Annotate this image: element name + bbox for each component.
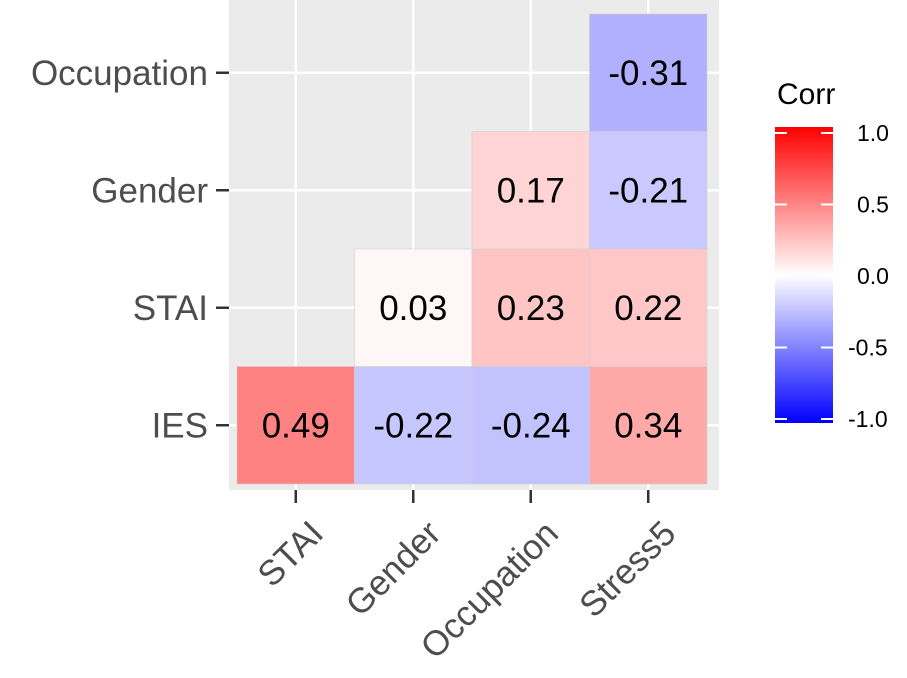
legend: Corr 1.0 0.5 0.0 -0.5 -1.0: [775, 78, 889, 432]
y-tick-label: Occupation: [31, 54, 208, 93]
x-tick-label: STAI: [250, 514, 331, 595]
heatmap-cell-stai-occupation: [471, 248, 590, 367]
cell-value-label: -0.22: [373, 406, 453, 445]
legend-tick-label: -1.0: [848, 406, 888, 432]
cell-labels: 0.49 -0.22 -0.24 0.34 0.03 0.23 0.22 0.17 -0.21 -…: [262, 54, 688, 446]
legend-tick-label: 0.5: [857, 192, 889, 218]
legend-tick-label: -0.5: [848, 335, 888, 361]
legend-tick-label: 1.0: [857, 120, 889, 146]
cell-value-label: -0.24: [491, 406, 571, 445]
legend-title: Corr: [777, 78, 835, 111]
heatmap-cell-ies-occupation: [471, 366, 590, 485]
y-tick-label: IES: [152, 406, 208, 445]
y-axis: IES STAI Gender Occupation: [31, 54, 229, 445]
y-tick-label: Gender: [91, 171, 208, 210]
heatmap-cell-occupation-stress5: [589, 13, 708, 132]
cell-value-label: 0.34: [614, 406, 682, 445]
heatmap-cell-ies-gender: [354, 366, 473, 485]
cell-value-label: 0.23: [497, 289, 565, 328]
cell-value-label: 0.49: [262, 406, 330, 445]
heatmap-cell-ies-stai: [236, 366, 355, 485]
cell-value-label: 0.22: [614, 289, 682, 328]
heatmap-cell-gender-stress5: [589, 131, 708, 250]
heatmap-cell-stai-stress5: [589, 248, 708, 367]
y-tick-label: STAI: [133, 289, 208, 328]
legend-tick-label: 0.0: [857, 263, 889, 289]
x-tick-label: Stress5: [572, 514, 683, 625]
x-tick-label: Gender: [338, 513, 448, 623]
cell-value-label: -0.31: [608, 54, 688, 93]
legend-ticks: 1.0 0.5 0.0 -0.5 -1.0: [775, 120, 889, 432]
cell-value-label: -0.21: [608, 171, 688, 210]
heatmap-cell-ies-stress5: [589, 366, 708, 485]
heatmap-cells: [236, 13, 708, 485]
cell-value-label: 0.17: [497, 171, 565, 210]
cell-value-label: 0.03: [379, 289, 447, 328]
heatmap-cell-stai-gender: [354, 248, 473, 367]
